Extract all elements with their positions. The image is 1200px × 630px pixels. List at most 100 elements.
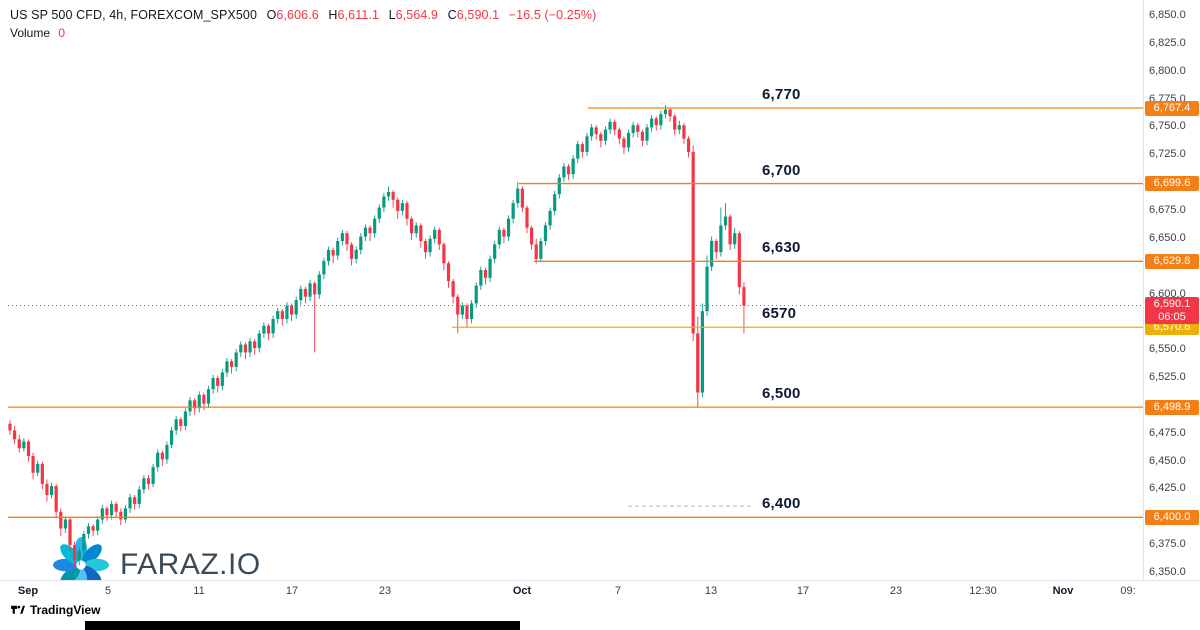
candle-body [520, 188, 524, 208]
candle-body [77, 550, 81, 560]
time-axis-label: Sep [17, 585, 39, 597]
candle-body [331, 249, 335, 256]
candle-body [585, 136, 589, 152]
candle-body [603, 129, 608, 141]
price-axis-label: 6,800.0 [1149, 64, 1186, 77]
open-label: O [266, 8, 277, 22]
price-axis-label: 6,525.0 [1149, 371, 1186, 384]
candle-body [119, 511, 123, 520]
level-label[interactable]: 6,770 [762, 86, 801, 104]
time-axis-label: Nov [1052, 585, 1074, 597]
candle-body [91, 526, 95, 531]
candle-body [714, 241, 718, 253]
candle-body [654, 118, 658, 126]
candle-body [451, 281, 455, 297]
candle-body [382, 196, 386, 208]
level-price-badge: 6,767.4 [1145, 100, 1199, 116]
tradingview-link[interactable]: TradingView [10, 602, 100, 617]
level-price-badge: 6,400.0 [1145, 509, 1199, 525]
candle-body [631, 125, 635, 133]
candle-body [650, 118, 654, 128]
candle-body [419, 225, 423, 242]
candle-body [442, 244, 446, 264]
candle-body [460, 305, 464, 315]
candle-body [446, 263, 451, 282]
candle-body [691, 151, 695, 334]
change-value: −16.5 (−0.25%) [508, 8, 597, 22]
candle-body [22, 441, 26, 449]
candle-body [354, 249, 358, 259]
candle-body [179, 419, 183, 426]
candle-body [248, 341, 252, 353]
candle-body [516, 188, 520, 204]
candle-body [534, 244, 538, 259]
low-value: 6,564.9 [395, 8, 439, 22]
candle-body [566, 166, 571, 175]
level-label[interactable]: 6570 [762, 305, 797, 323]
level-label[interactable]: 6,700 [762, 161, 801, 179]
candle-body [31, 456, 35, 473]
symbol-legend[interactable]: US SP 500 CFD, 4h, FOREXCOM_SPX500 O6,60… [10, 8, 596, 22]
price-axis-label: 6,350.0 [1149, 566, 1186, 578]
candle-body [636, 125, 640, 132]
level-label[interactable]: 6,500 [762, 385, 801, 403]
candle-body [548, 210, 552, 226]
level-label[interactable]: 6,630 [762, 239, 801, 257]
symbol-title: US SP 500 CFD, 4h, FOREXCOM_SPX500 [10, 8, 258, 22]
time-axis[interactable]: Sep 5 11 17 23 Oct 7 13 17 23 12:30 Nov 09: [0, 580, 1200, 600]
candle-body [433, 229, 437, 239]
candle-body [456, 296, 460, 315]
price-axis-label: 6,725.0 [1149, 148, 1186, 161]
time-axis-label: Oct [512, 585, 532, 597]
open-value: 6,606.6 [276, 8, 319, 22]
candle-body [437, 229, 441, 245]
candle-body [710, 241, 714, 267]
level-label[interactable]: 6,400 [762, 495, 801, 513]
price-axis-label: 6,475.0 [1149, 426, 1186, 439]
candle-body [594, 127, 598, 135]
candle-body [165, 444, 169, 460]
candle-body [317, 274, 321, 295]
candle-body [571, 158, 575, 175]
candle-body [239, 344, 243, 353]
close-label: C [447, 8, 457, 22]
candle-body [160, 452, 164, 460]
volume-legend[interactable]: Volume 0 [10, 26, 65, 40]
candle-body [530, 227, 534, 245]
attribution-strip: TradingView [0, 600, 1200, 621]
candle-body [59, 511, 63, 529]
candle-body [391, 192, 395, 200]
candle-body [128, 497, 132, 509]
candle-body [502, 229, 506, 237]
candle-body [396, 199, 400, 211]
time-axis-label: 23 [378, 585, 392, 597]
candle-body [677, 125, 681, 130]
candle-body [8, 423, 12, 431]
candle-body [737, 233, 741, 288]
candle-body [36, 463, 40, 473]
chart-canvas[interactable] [0, 0, 1143, 580]
candle-body [506, 218, 511, 237]
candle-body [105, 508, 109, 516]
candle-body [525, 207, 529, 228]
candle-body [308, 283, 312, 297]
candle-body [409, 218, 414, 234]
candle-body [285, 305, 289, 320]
candle-body [206, 389, 211, 404]
candle-body [276, 311, 280, 320]
candle-body [543, 225, 548, 242]
candle-body [497, 229, 501, 245]
candle-body [262, 325, 266, 334]
level-price-badge: 6,498.9 [1145, 399, 1199, 415]
candle-body [414, 225, 418, 234]
candle-body [377, 207, 381, 219]
current-price-badge: 6,590.1 06:05 [1145, 296, 1199, 324]
close-value: 6,590.1 [456, 8, 500, 22]
candle-body [373, 218, 377, 234]
bottom-black-bar [85, 621, 520, 630]
price-axis-label: 6,425.0 [1149, 482, 1186, 495]
tradingview-logo-icon [11, 605, 25, 614]
time-axis-label: 12:30 [969, 585, 997, 597]
price-axis[interactable]: 6,850.0 6,825.0 6,800.0 6,775.0 6,750.0 6,725… [1143, 0, 1200, 580]
time-axis-label: 17 [796, 585, 810, 597]
